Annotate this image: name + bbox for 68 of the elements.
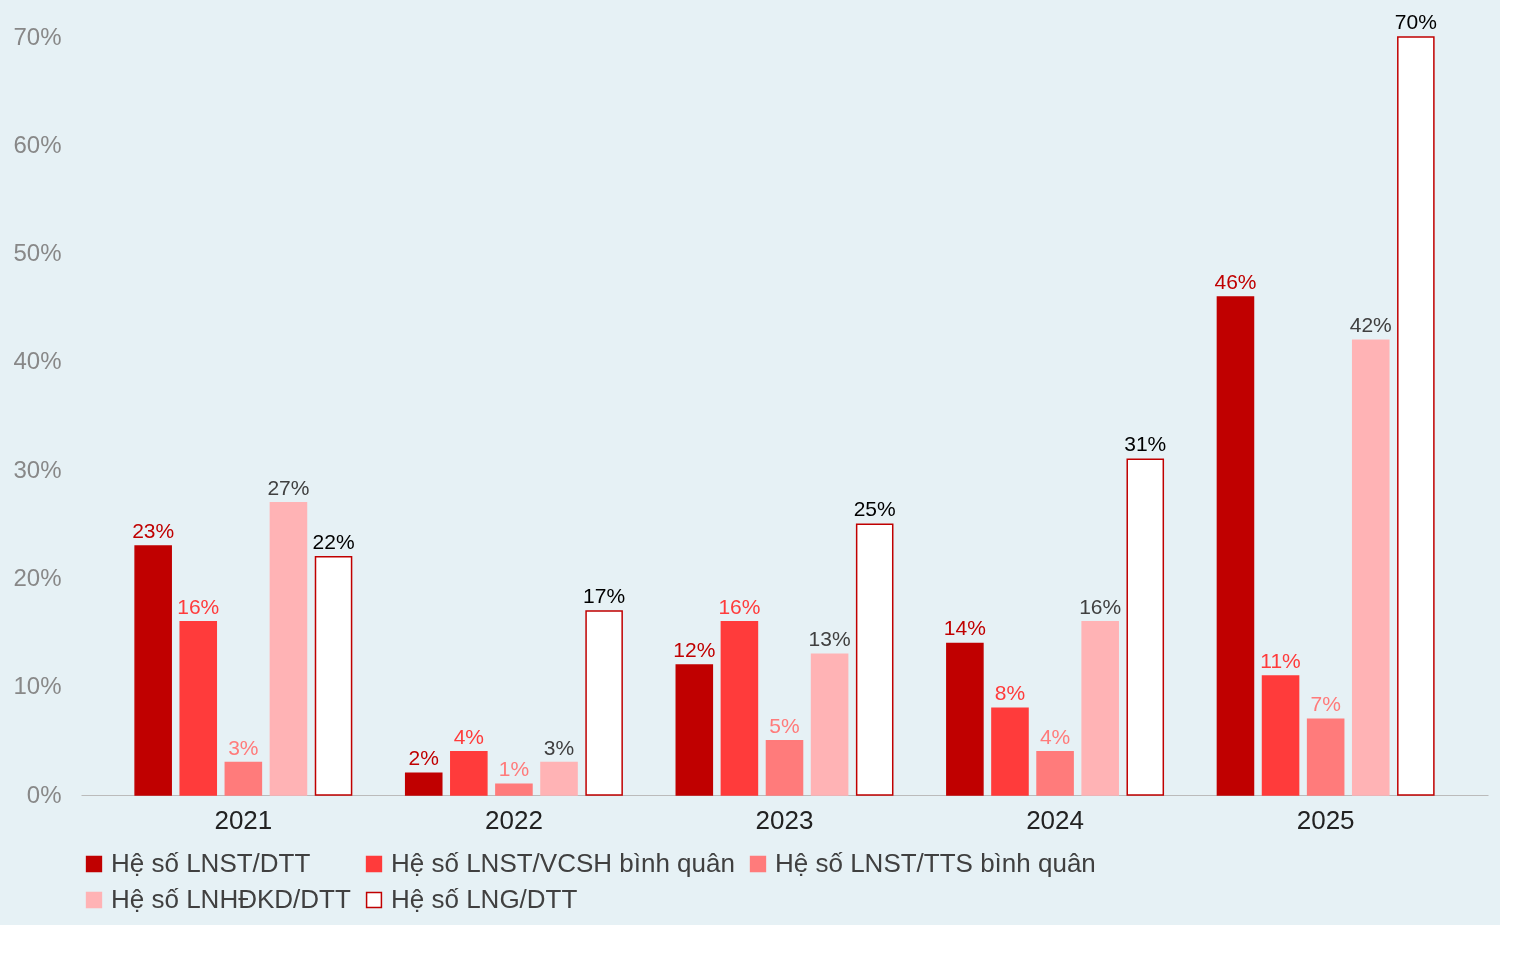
bar: [1261, 675, 1300, 796]
data-label: 13%: [808, 627, 851, 651]
data-label: 17%: [583, 583, 626, 607]
bar: [1306, 718, 1345, 796]
bar: [495, 783, 533, 796]
data-label: 25%: [853, 497, 896, 521]
legend-label: Hệ số LNG/DTT: [391, 884, 578, 914]
bar: [1216, 296, 1255, 796]
bar: [134, 545, 172, 796]
bar: [314, 556, 353, 796]
bar: [1351, 339, 1390, 796]
bar: [855, 523, 894, 796]
y-tick-label: 50%: [13, 239, 62, 267]
data-label: 70%: [1394, 10, 1437, 33]
data-label: 31%: [1124, 432, 1167, 456]
data-label: 16%: [1079, 594, 1122, 618]
bar: [1081, 620, 1119, 796]
bar: [720, 620, 759, 796]
bar: [810, 653, 849, 796]
bar: [1036, 750, 1074, 796]
data-label: 7%: [1310, 692, 1341, 716]
data-label: 1%: [498, 757, 530, 781]
bar: [224, 761, 263, 796]
data-label: 14%: [943, 616, 986, 640]
y-tick-label: 10%: [13, 672, 62, 700]
bar: [269, 501, 308, 796]
x-tick-label: 2023: [755, 804, 814, 835]
data-label: 4%: [1039, 724, 1071, 748]
y-tick-label: 20%: [13, 563, 62, 591]
legend-label: Hệ số LNST/TTS bình quân: [775, 848, 1096, 878]
bar: [946, 642, 984, 796]
bar: [675, 664, 714, 796]
data-label: 3%: [543, 735, 575, 759]
legend-label: Hệ số LNHĐKD/DTT: [111, 884, 351, 914]
bar: [765, 740, 804, 796]
bar: [450, 750, 488, 796]
data-label: 2%: [408, 746, 439, 770]
data-label: 46%: [1214, 269, 1257, 293]
bar: [404, 772, 443, 796]
legend-label: Hệ số LNST/VCSH bình quân: [391, 848, 735, 878]
data-label: 22%: [312, 529, 355, 553]
x-tick-label: 2025: [1296, 804, 1355, 835]
bar: [179, 620, 218, 796]
data-label: 16%: [177, 594, 220, 618]
bar: [540, 761, 578, 796]
bar: [1397, 36, 1435, 796]
x-tick-label: 2022: [485, 804, 543, 835]
y-tick-label: 0%: [26, 780, 62, 808]
y-tick-label: 30%: [13, 455, 62, 483]
data-label: 23%: [132, 518, 175, 542]
bar: [585, 610, 623, 796]
data-label: 3%: [228, 735, 259, 759]
bar: [1126, 458, 1165, 796]
y-tick-label: 60%: [13, 130, 62, 158]
data-label: 8%: [994, 681, 1026, 705]
data-label: 4%: [453, 724, 485, 748]
bar: [991, 707, 1029, 796]
data-label: 12%: [673, 638, 716, 662]
data-label: 16%: [718, 594, 761, 618]
legend-label: Hệ số LNST/DTT: [111, 848, 311, 878]
y-tick-label: 40%: [13, 347, 62, 375]
data-label: 11%: [1260, 648, 1301, 672]
data-label: 27%: [267, 475, 310, 499]
data-label: 42%: [1349, 313, 1392, 337]
x-tick-label: 2021: [214, 804, 273, 835]
y-tick-label: 70%: [13, 22, 62, 50]
x-tick-label: 2024: [1026, 804, 1084, 835]
data-label: 5%: [769, 713, 800, 737]
